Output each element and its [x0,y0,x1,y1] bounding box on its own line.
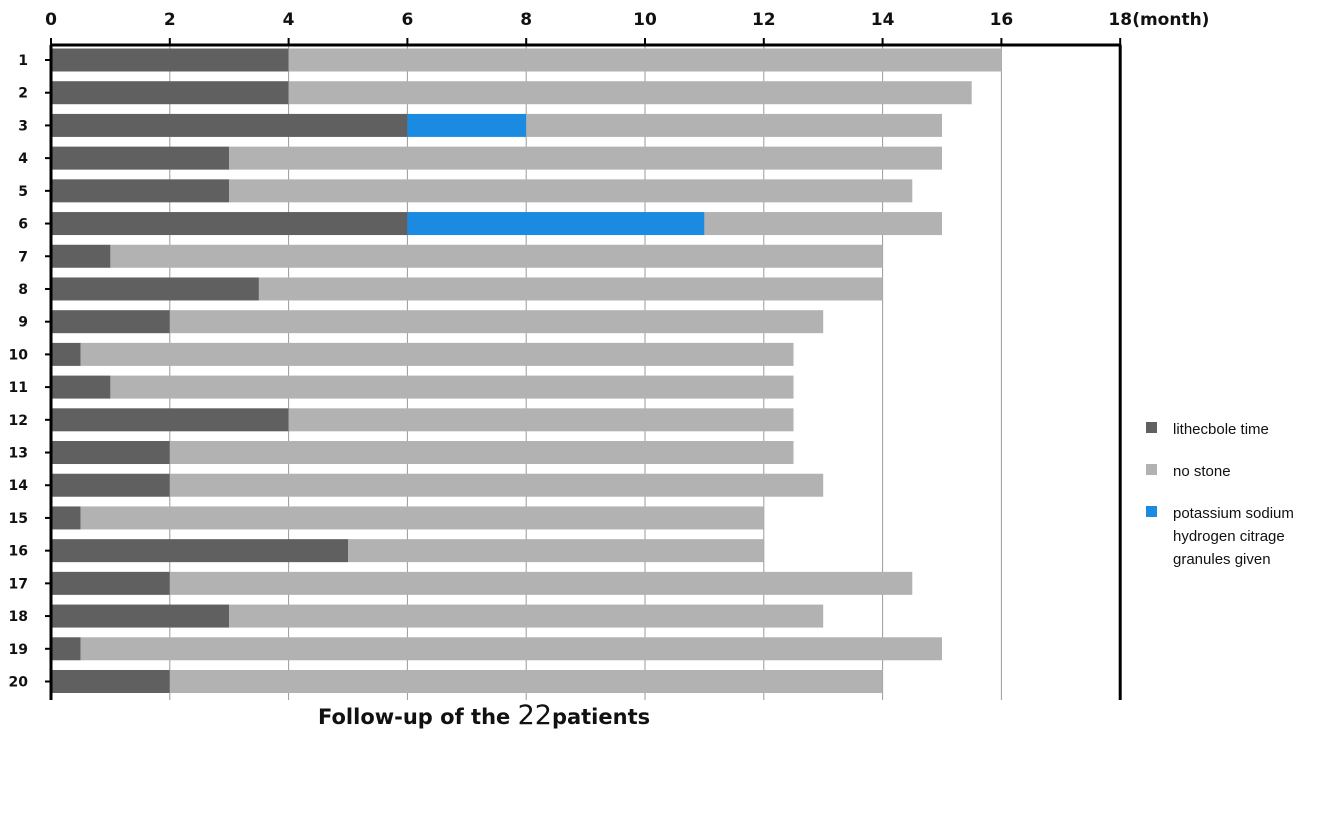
y-tick-label-6: 6 [18,217,28,233]
bar-lithecbole-time-patient-10 [51,342,81,366]
y-tick-label-20: 20 [9,674,29,690]
bar-lithecbole-time-patient-4 [51,146,230,170]
bar-potassium-sodium-patient-3 [407,113,527,137]
y-tick-label-16: 16 [9,544,28,560]
bar-no-stone-patient-15 [80,506,764,530]
legend-item-citrate-granules: potassium sodium hydrogen citrage granul… [1146,502,1344,571]
y-tick-label-19: 19 [9,642,28,658]
y-tick-label-13: 13 [9,446,28,462]
bar-lithecbole-time-patient-15 [51,506,81,530]
bar-no-stone-patient-14 [169,473,824,497]
legend: lithecbole time no stone potassium sodiu… [1146,418,1344,590]
bar-lithecbole-time-patient-11 [51,375,111,399]
bar-no-stone-patient-2 [288,81,972,105]
y-tick-label-1: 1 [18,53,28,69]
x-tick-label-6: 6 [401,10,413,30]
bar-lithecbole-time-patient-12 [51,408,289,432]
bar-lithecbole-time-patient-20 [51,669,170,693]
x-tick-label-2: 2 [164,10,176,30]
y-tick-label-10: 10 [9,347,29,363]
bar-no-stone-patient-16 [348,539,764,563]
bar-no-stone-patient-7 [110,244,883,268]
x-tick-label-0: 0 [45,10,57,30]
y-tick-label-2: 2 [18,86,28,102]
bar-no-stone-patient-6 [704,212,942,236]
bar-no-stone-patient-18 [229,604,824,628]
legend-swatch-no-stone [1146,464,1157,475]
bar-no-stone-patient-12 [288,408,794,432]
chart-title: Follow-up of the 22patients [318,700,738,731]
bar-no-stone-patient-20 [169,669,883,693]
y-tick-label-4: 4 [18,151,28,167]
bar-lithecbole-time-patient-3 [51,113,408,137]
y-tick-label-11: 11 [9,380,28,396]
x-tick-label-10: 10 [633,10,657,30]
bar-lithecbole-time-patient-1 [51,48,289,72]
y-tick-label-14: 14 [9,478,29,494]
bar-no-stone-patient-13 [169,441,794,465]
bar-no-stone-patient-8 [258,277,883,301]
x-unit-label: (month) [1132,10,1209,30]
y-tick-label-17: 17 [9,576,28,592]
legend-item-no-stone: no stone [1146,460,1344,483]
bar-lithecbole-time-patient-18 [51,604,230,628]
bar-lithecbole-time-patient-2 [51,81,289,105]
y-tick-label-5: 5 [18,184,28,200]
y-tick-label-8: 8 [18,282,28,298]
legend-item-lithecbole-time: lithecbole time [1146,418,1344,441]
follow-up-chart: 0 2 4 6 8 10 12 14 16 18 (month)123456789101112131… [9,10,1209,700]
bar-lithecbole-time-patient-13 [51,441,170,465]
chart-title-prefix: Follow-up of the [318,705,518,729]
legend-label-no-stone: no stone [1173,463,1231,480]
legend-swatch-lithecbole-time [1146,422,1157,433]
bar-no-stone-patient-10 [80,342,794,366]
x-tick-label-14: 14 [871,10,895,30]
y-tick-label-3: 3 [18,118,28,134]
y-tick-label-12: 12 [9,413,28,429]
bar-no-stone-patient-11 [110,375,794,399]
y-tick-label-15: 15 [9,511,28,527]
x-tick-label-8: 8 [520,10,532,30]
bar-lithecbole-time-patient-7 [51,244,111,268]
bar-no-stone-patient-4 [229,146,942,170]
bar-no-stone-patient-1 [288,48,1002,72]
bar-lithecbole-time-patient-14 [51,473,170,497]
bar-no-stone-patient-5 [229,179,913,203]
legend-label-lithecbole-time: lithecbole time [1173,421,1269,438]
x-tick-label-16: 16 [990,10,1014,30]
legend-swatch-citrate-granules [1146,506,1157,517]
chart-title-number: 22 [517,700,552,731]
x-tick-label-12: 12 [752,10,776,30]
bar-lithecbole-time-patient-19 [51,637,81,661]
bar-lithecbole-time-patient-8 [51,277,259,301]
legend-label-citrate-granules: potassium sodium hydrogen citrage granul… [1173,505,1294,568]
bar-lithecbole-time-patient-9 [51,310,170,334]
bar-lithecbole-time-patient-5 [51,179,230,203]
bar-lithecbole-time-patient-16 [51,539,348,563]
y-tick-label-7: 7 [18,249,28,265]
y-tick-label-18: 18 [9,609,28,625]
chart-title-suffix: patients [551,705,651,729]
y-tick-label-9: 9 [18,315,28,331]
bar-lithecbole-time-patient-17 [51,571,170,595]
bar-no-stone-patient-19 [80,637,942,661]
bar-no-stone-patient-9 [169,310,824,334]
bar-lithecbole-time-patient-6 [51,212,408,236]
x-tick-label-4: 4 [283,10,295,30]
x-tick-label-18: 18 [1108,10,1132,30]
bar-no-stone-patient-17 [169,571,913,595]
bar-potassium-sodium-patient-6 [407,212,705,236]
bar-no-stone-patient-3 [526,113,942,137]
